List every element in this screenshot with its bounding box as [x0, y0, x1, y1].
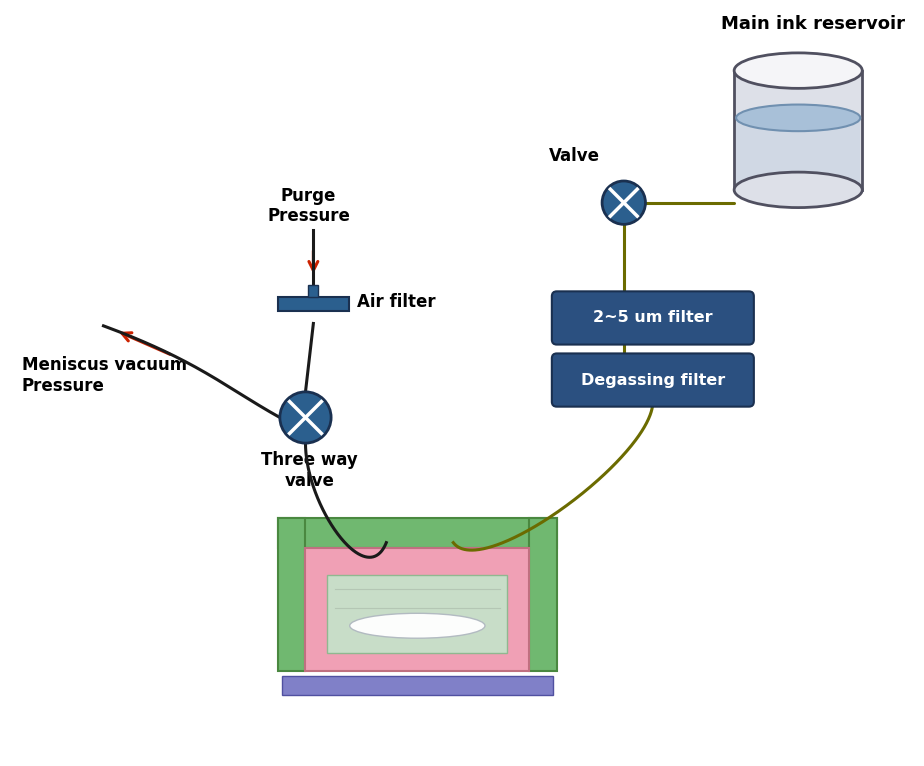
FancyBboxPatch shape: [529, 518, 557, 671]
Text: Air filter: Air filter: [357, 293, 435, 311]
Text: Degassing filter: Degassing filter: [580, 372, 725, 388]
Circle shape: [280, 392, 331, 443]
Text: Three way
valve: Three way valve: [261, 451, 358, 489]
Text: Meniscus vacuum
Pressure: Meniscus vacuum Pressure: [21, 355, 187, 394]
FancyBboxPatch shape: [278, 518, 306, 671]
Ellipse shape: [736, 104, 860, 131]
FancyBboxPatch shape: [327, 575, 507, 653]
FancyBboxPatch shape: [736, 118, 860, 190]
FancyBboxPatch shape: [552, 353, 754, 407]
FancyBboxPatch shape: [278, 518, 557, 548]
FancyBboxPatch shape: [306, 548, 529, 671]
FancyBboxPatch shape: [735, 70, 862, 190]
Circle shape: [602, 181, 646, 224]
FancyBboxPatch shape: [309, 285, 318, 297]
Ellipse shape: [349, 614, 485, 638]
Ellipse shape: [735, 53, 862, 88]
Text: Main ink reservoir: Main ink reservoir: [721, 15, 905, 34]
Ellipse shape: [735, 172, 862, 208]
FancyBboxPatch shape: [282, 676, 553, 696]
FancyBboxPatch shape: [552, 291, 754, 345]
Text: 2~5 um filter: 2~5 um filter: [593, 310, 712, 326]
Text: Valve: Valve: [549, 147, 600, 165]
FancyBboxPatch shape: [278, 297, 349, 311]
Text: Purge
Pressure: Purge Pressure: [267, 187, 350, 225]
